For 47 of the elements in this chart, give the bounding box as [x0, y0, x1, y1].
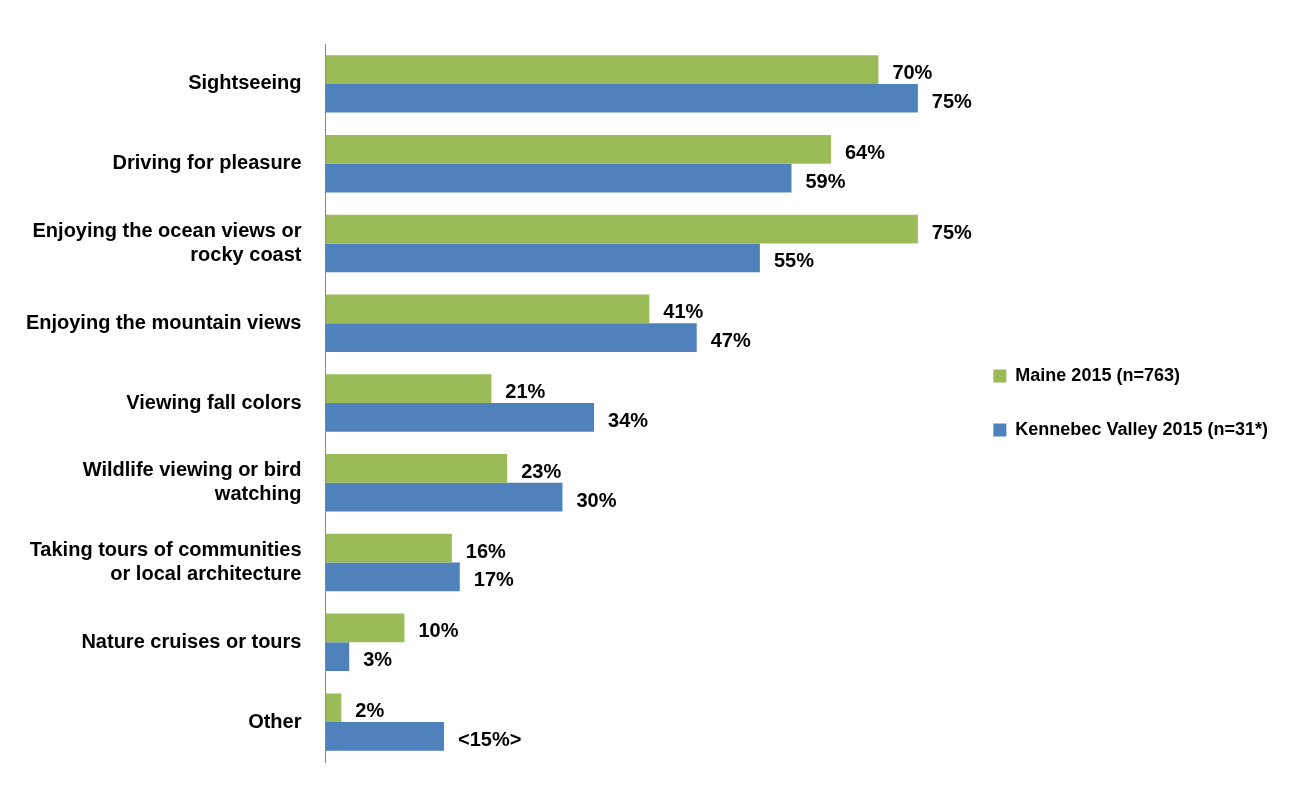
- bar: [325, 163, 792, 193]
- data-label: 17%: [473, 568, 515, 591]
- bar: [325, 482, 563, 512]
- legend-label: Kennebec Valley 2015 (n=31*): [1015, 418, 1269, 439]
- data-label: 23%: [521, 459, 562, 482]
- data-label: 41%: [663, 300, 704, 323]
- data-label: 64%: [844, 140, 886, 163]
- bar: [325, 403, 595, 432]
- y-tick-label: Nature cruises or tours: [81, 629, 302, 652]
- data-label: 59%: [805, 169, 846, 192]
- bar: [325, 243, 760, 273]
- data-label: 3%: [363, 648, 393, 671]
- bar: [325, 323, 697, 352]
- bar: [325, 134, 831, 164]
- bar: [325, 562, 460, 592]
- data-label: 70%: [892, 61, 933, 84]
- y-tick-label: Enjoying the mountain views: [25, 310, 302, 333]
- data-label: 21%: [505, 380, 546, 403]
- y-tick-label: Enjoying the ocean views or rocky coast: [32, 218, 302, 265]
- bar: [325, 454, 508, 483]
- y-tick-label: Other: [248, 709, 302, 732]
- y-tick-label: Driving for pleasure: [112, 151, 302, 174]
- bar: [325, 693, 342, 723]
- data-label: 30%: [576, 488, 617, 511]
- data-label: 10%: [418, 619, 459, 642]
- data-label: 75%: [931, 220, 973, 243]
- data-label: 2%: [355, 699, 385, 722]
- bar: [325, 642, 350, 672]
- bar: [325, 722, 444, 751]
- bar: [325, 374, 492, 403]
- bar: [325, 214, 918, 244]
- data-label: 34%: [608, 408, 649, 431]
- y-tick-label: Taking tours of communities or local architecture: [29, 538, 302, 585]
- bar: [325, 294, 650, 324]
- data-label: 16%: [465, 539, 507, 562]
- data-label: 47%: [710, 329, 751, 352]
- data-label: <15%>: [457, 727, 522, 750]
- bar: [325, 533, 452, 563]
- y-tick-label: Sightseeing: [188, 71, 302, 94]
- y-tick-label: Wildlife viewing or bird watching: [82, 458, 302, 505]
- bar: [325, 55, 879, 84]
- bar: [325, 83, 918, 113]
- legend-label: Maine 2015 (n=763): [1015, 364, 1180, 385]
- data-label: 55%: [773, 249, 815, 272]
- data-label: 75%: [931, 89, 973, 112]
- bar: [325, 613, 405, 643]
- y-tick-label: Viewing fall colors: [126, 390, 302, 413]
